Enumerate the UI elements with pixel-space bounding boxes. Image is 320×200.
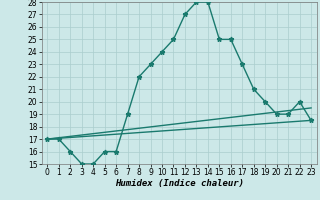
X-axis label: Humidex (Indice chaleur): Humidex (Indice chaleur) [115,179,244,188]
